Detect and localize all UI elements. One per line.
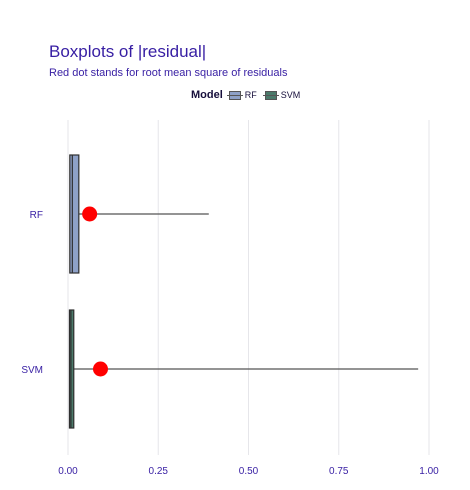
legend-item-svm: SVM [262,90,301,100]
chart-subtitle: Red dot stands for root mean square of r… [49,67,288,79]
legend-key-svm [262,90,279,100]
box-svm [68,309,75,429]
legend-title: Model [191,89,223,101]
x-tick-label-3: 0.75 [329,466,349,477]
y-category-label-svm: SVM [21,365,43,376]
box-rf [69,154,80,274]
x-tick-label-0: 0.00 [58,466,78,477]
x-tick-label-2: 0.50 [239,466,259,477]
legend-label-svm: SVM [280,90,301,100]
legend: Model RF SVM [191,87,308,103]
rmse-dot-svm [92,361,108,377]
chart-title: Boxplots of |residual| [49,42,207,61]
legend-item-rf: RF [226,90,257,100]
legend-label-rf: RF [244,90,257,100]
y-category-label-rf: RF [30,210,43,221]
x-tick-label-1: 0.25 [149,466,169,477]
legend-key-rf [226,90,243,100]
rmse-dot-rf [82,206,98,222]
x-tick-label-4: 1.00 [419,466,439,477]
